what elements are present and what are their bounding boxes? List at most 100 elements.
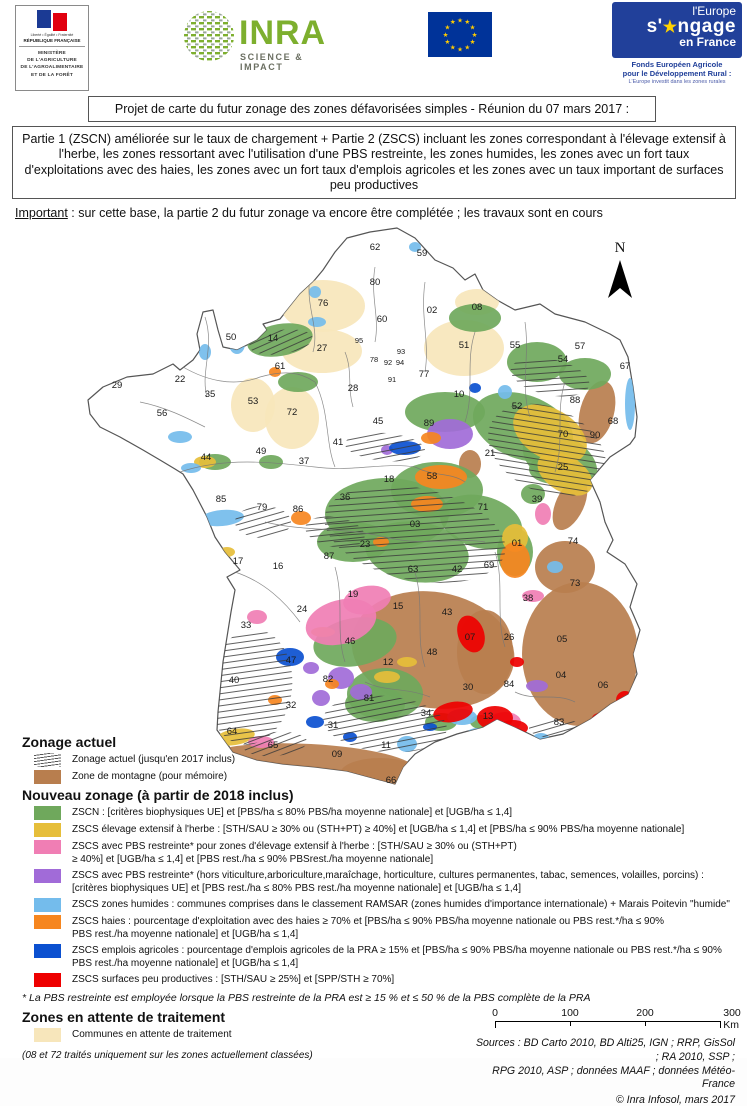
ministry-motto: Liberté • Égalité • Fraternité (30, 33, 74, 37)
department-label: 35 (205, 389, 216, 400)
europe-star-icon: ★ (662, 19, 678, 36)
color-swatch-icon (34, 823, 61, 837)
department-label: 19 (348, 589, 359, 600)
department-label: 42 (452, 564, 463, 575)
department-label: 91 (388, 375, 396, 384)
legend-item-new-label: ZSCN : [critères biophysiques UE] et [PB… (72, 807, 513, 818)
zone-purple (303, 662, 319, 674)
zone-orange (500, 542, 530, 578)
eu-flag-icon: ★ ★★★★★★★★★★★ (428, 12, 492, 57)
europe-line2a: s' (646, 16, 663, 37)
department-label: 90 (590, 430, 601, 441)
legend-item-new-label: ZSCS avec PBS restreinte* (hors viticult… (72, 870, 704, 894)
department-label: 77 (419, 369, 430, 380)
department-label: 66 (386, 775, 397, 786)
zone-pink (343, 585, 391, 615)
department-label: 76 (318, 298, 329, 309)
eu-star-icon: ★ (445, 24, 451, 32)
zone-red (510, 657, 524, 667)
zone-orange (415, 465, 467, 489)
department-label: 71 (478, 502, 489, 513)
department-label: 17 (233, 556, 244, 567)
department-label: 41 (333, 437, 344, 448)
department-label: 12 (383, 657, 394, 668)
department-label: 27 (317, 343, 328, 354)
legend-item-current-label: Zone de montagne (pour mémoire) (72, 771, 228, 782)
eu-star-icon: ★ (464, 43, 470, 51)
zone-brown (522, 582, 638, 726)
zone-orange (325, 679, 339, 689)
department-label: 10 (454, 389, 465, 400)
color-swatch-icon (34, 806, 61, 820)
legend-item-current: Zonage actuel (jusqu'en 2017 inclus) (22, 753, 737, 767)
pending-note: (08 et 72 traités uniquement sur les zon… (22, 1050, 313, 1061)
department-label: 22 (175, 374, 186, 385)
legend-current-items: Zonage actuel (jusqu'en 2017 inclus) Zone… (22, 753, 737, 784)
inra-logo: INRA SCIENCE & IMPACT (183, 8, 333, 78)
legend-current-title: Zonage actuel (22, 734, 117, 750)
department-label: 56 (157, 408, 168, 419)
zone-hatched-current (243, 731, 307, 757)
legend-item-new-label: ZSCS avec PBS restreinte* pour zones d'é… (72, 841, 517, 865)
map-poster-page: Liberté • Égalité • Fraternité RÉPUBLIQU… (12, 2, 747, 1106)
eu-star-icon: ★ (450, 43, 456, 51)
department-label: 14 (268, 333, 279, 344)
department-label: 33 (241, 620, 252, 631)
zone-sky (547, 561, 563, 573)
department-label: 06 (598, 680, 609, 691)
legend-item-new: ZSCS haies : pourcentage d'exploitation … (22, 915, 737, 941)
important-label: Important (15, 206, 68, 220)
zone-sky (200, 509, 244, 527)
department-label: 34 (421, 708, 432, 719)
department-label: 24 (297, 604, 308, 615)
legend-item-pending-label: Communes en attente de traitement (72, 1029, 232, 1040)
zone-green (449, 304, 501, 332)
scale-tick-label: 0 (492, 1007, 498, 1019)
department-label: 92 (384, 358, 392, 367)
pending-block: Zones en attente de traitement Communes … (22, 1007, 313, 1061)
legend-item-new-label: ZSCS emplois agricoles : pourcentage d'e… (72, 945, 722, 969)
flag-blue (37, 10, 51, 28)
zone-sky (199, 344, 211, 360)
zone-sky (309, 286, 321, 298)
department-label: 05 (557, 634, 568, 645)
color-swatch-icon (34, 973, 61, 987)
department-label: 62 (370, 242, 381, 253)
department-label: 52 (512, 401, 523, 412)
department-label: 50 (226, 332, 237, 343)
zone-orange (291, 511, 311, 525)
zone-hatched-current (345, 432, 425, 462)
department-label: 44 (201, 452, 212, 463)
department-label: 78 (370, 355, 378, 364)
north-label: N (615, 240, 626, 256)
department-label: 94 (396, 358, 404, 367)
department-labels: 62 59 80 76 60 02 08 50 14 27 51 55 57 54 67 88 68 29 22 61… (112, 242, 631, 786)
department-label: 84 (504, 679, 515, 690)
legend-item-new: ZSCN : [critères biophysiques UE] et [PB… (22, 806, 737, 820)
department-label: 40 (229, 675, 240, 686)
zone-sky (168, 431, 192, 443)
zone-cream (265, 387, 319, 449)
department-label: 93 (397, 347, 405, 356)
zone-blue (306, 716, 324, 728)
important-note: Important : sur cette base, la partie 2 … (15, 206, 747, 220)
color-swatch-icon (34, 840, 61, 854)
zone-gold (374, 671, 400, 683)
department-label: 64 (227, 726, 238, 737)
zone-sky (181, 463, 201, 473)
department-label: 69 (484, 560, 495, 571)
inra-tagline: SCIENCE & IMPACT (240, 52, 304, 72)
department-label: 23 (360, 539, 371, 550)
europe-line1: l'Europe (692, 4, 736, 18)
map-title-box: Projet de carte du futur zonage des zone… (88, 96, 656, 122)
eu-star-icon: ★ (464, 18, 470, 26)
color-swatch-icon (34, 770, 61, 784)
department-label: 01 (512, 538, 523, 549)
legend-new-title: Nouveau zonage (à partir de 2018 inclus) (22, 787, 294, 803)
eu-star-icon: ★ (450, 18, 456, 26)
color-swatch-icon (34, 915, 61, 929)
department-label: 38 (523, 593, 534, 604)
department-label: 08 (472, 302, 483, 313)
scale-bar: 0 100 200 300 Km (492, 1007, 741, 1033)
europe-sub3: L'Europe investit dans les zones rurales (628, 78, 726, 85)
